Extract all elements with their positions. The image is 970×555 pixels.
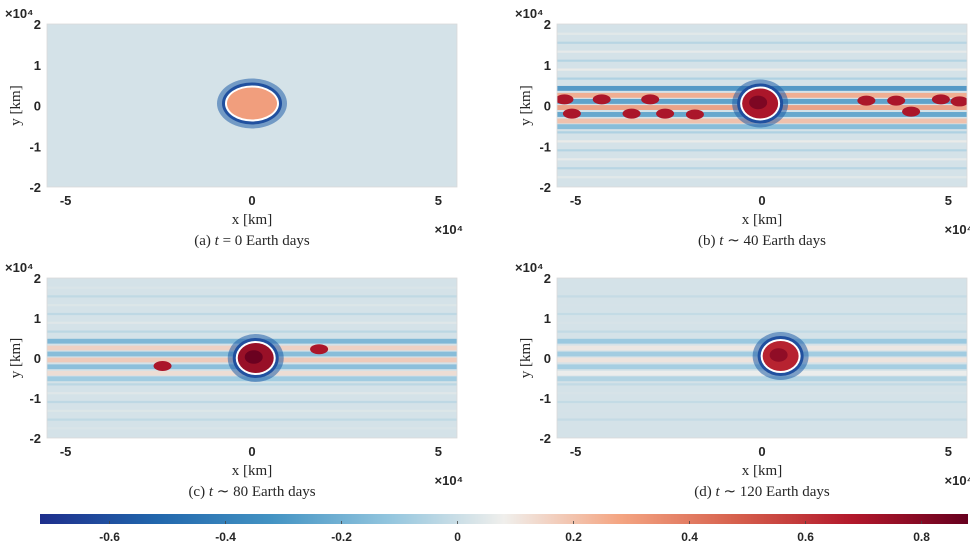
colorbar-tick-label: -0.6 <box>99 530 120 544</box>
panel-caption: (c) t ∼ 80 Earth days <box>188 484 315 500</box>
y-tick-label: -2 <box>539 180 551 195</box>
x-axis-label: x [km] <box>232 212 272 228</box>
panel-a: 2 1 0 -1 -2 -5 0 5 ×10⁴ ×10⁴ x [km] y [km] (a) t = 0… <box>5 6 463 249</box>
axes-frame <box>46 277 458 439</box>
y-tick-label: 1 <box>34 311 41 326</box>
x-tick-label: 0 <box>758 444 765 459</box>
y-exponent: ×10⁴ <box>515 260 543 275</box>
axes-frame <box>556 277 968 439</box>
vortex-center <box>769 348 788 362</box>
x-exponent: ×10⁴ <box>945 222 970 237</box>
y-tick-label: 0 <box>544 99 551 114</box>
axes-frame <box>556 23 968 188</box>
x-tick-label: -5 <box>60 193 72 208</box>
eddy <box>310 344 329 355</box>
y-tick-label: 2 <box>34 17 41 32</box>
x-axis-label: x [km] <box>742 212 782 228</box>
colorbar-tick-label: 0.2 <box>565 530 582 544</box>
heatmap-field <box>557 278 967 438</box>
jet-band <box>557 376 967 382</box>
x-tick-label: 5 <box>435 193 442 208</box>
y-tick-label: -1 <box>539 139 551 154</box>
y-exponent: ×10⁴ <box>515 6 543 21</box>
y-tick-label: -1 <box>539 391 551 406</box>
y-axis-label: y [km] <box>518 85 534 125</box>
x-tick-label: 0 <box>248 193 255 208</box>
y-tick-label: -2 <box>29 180 41 195</box>
eddy <box>622 108 641 119</box>
y-tick-label: 2 <box>544 271 551 286</box>
x-tick-label: -5 <box>570 193 582 208</box>
eddy <box>931 94 950 105</box>
eddy <box>557 94 574 105</box>
eddy <box>950 96 967 107</box>
colorbar-tick-label: 0 <box>454 530 461 544</box>
y-axis-label: y [km] <box>8 85 24 125</box>
x-tick-label: -5 <box>570 444 582 459</box>
y-tick-label: 0 <box>34 99 41 114</box>
x-tick-label: 0 <box>758 193 765 208</box>
y-axis-label: y [km] <box>518 338 534 378</box>
eddy <box>902 106 921 117</box>
eddy <box>857 95 876 106</box>
colorbar-gradient <box>40 514 968 524</box>
heatmap-field <box>47 24 457 187</box>
colorbar-tick-label: -0.2 <box>331 530 352 544</box>
x-axis-label: x [km] <box>742 463 782 479</box>
eddy <box>562 108 581 119</box>
x-axis-label: x [km] <box>232 463 272 479</box>
y-tick-label: 1 <box>544 311 551 326</box>
colorbar-tick-label: 0.8 <box>913 530 930 544</box>
heatmap-field <box>47 278 457 438</box>
y-exponent: ×10⁴ <box>5 260 33 275</box>
x-exponent: ×10⁴ <box>435 222 463 237</box>
vortex-center <box>749 95 768 110</box>
y-tick-label: 1 <box>544 58 551 73</box>
y-tick-label: -1 <box>29 139 41 154</box>
y-tick-label: 2 <box>34 271 41 286</box>
y-tick-label: 0 <box>34 351 41 366</box>
panel-c: 2 1 0 -1 -2 -5 0 5 ×10⁴ ×10⁴ x [km] y [km] (c) t ∼ 8… <box>5 260 463 500</box>
y-tick-label: 1 <box>34 58 41 73</box>
panel-b: 2 1 0 -1 -2 -5 0 5 ×10⁴ ×10⁴ x [km] y [km] (b) t ∼ 4… <box>515 6 970 249</box>
panel-d: 2 1 0 -1 -2 -5 0 5 ×10⁴ ×10⁴ x [km] y [km] (d) t ∼ 1… <box>515 260 970 500</box>
panel-caption: (a) t = 0 Earth days <box>194 233 310 249</box>
y-tick-label: -2 <box>539 431 551 446</box>
y-tick-label: -1 <box>29 391 41 406</box>
eddy <box>641 94 660 105</box>
y-tick-label: 0 <box>544 351 551 366</box>
eddy <box>656 108 675 119</box>
eddy <box>592 94 611 105</box>
x-tick-label: -5 <box>60 444 72 459</box>
heatmap-field <box>557 24 967 187</box>
y-exponent: ×10⁴ <box>5 6 33 21</box>
eddy <box>153 361 172 371</box>
x-tick-label: 0 <box>248 444 255 459</box>
eddy <box>887 95 906 106</box>
y-tick-label: -2 <box>29 431 41 446</box>
x-exponent: ×10⁴ <box>435 473 463 488</box>
x-tick-label: 5 <box>945 193 952 208</box>
panel-caption: (b) t ∼ 40 Earth days <box>698 233 826 249</box>
y-axis-label: y [km] <box>8 338 24 378</box>
colorbar-tick-label: 0.6 <box>797 530 814 544</box>
vortex-center <box>244 350 263 364</box>
x-exponent: ×10⁴ <box>945 473 970 488</box>
colorbar-tick-label: 0.4 <box>681 530 698 544</box>
panel-caption: (d) t ∼ 120 Earth days <box>694 484 830 500</box>
y-tick-label: 2 <box>544 17 551 32</box>
x-tick-label: 5 <box>945 444 952 459</box>
eddy <box>685 109 704 120</box>
x-tick-label: 5 <box>435 444 442 459</box>
colorbar: -0.6 -0.4 -0.2 0 0.2 0.4 0.6 0.8 <box>40 514 968 544</box>
colorbar-tick-label: -0.4 <box>215 530 236 544</box>
vortex-core <box>227 87 277 120</box>
axes-frame <box>46 23 458 188</box>
